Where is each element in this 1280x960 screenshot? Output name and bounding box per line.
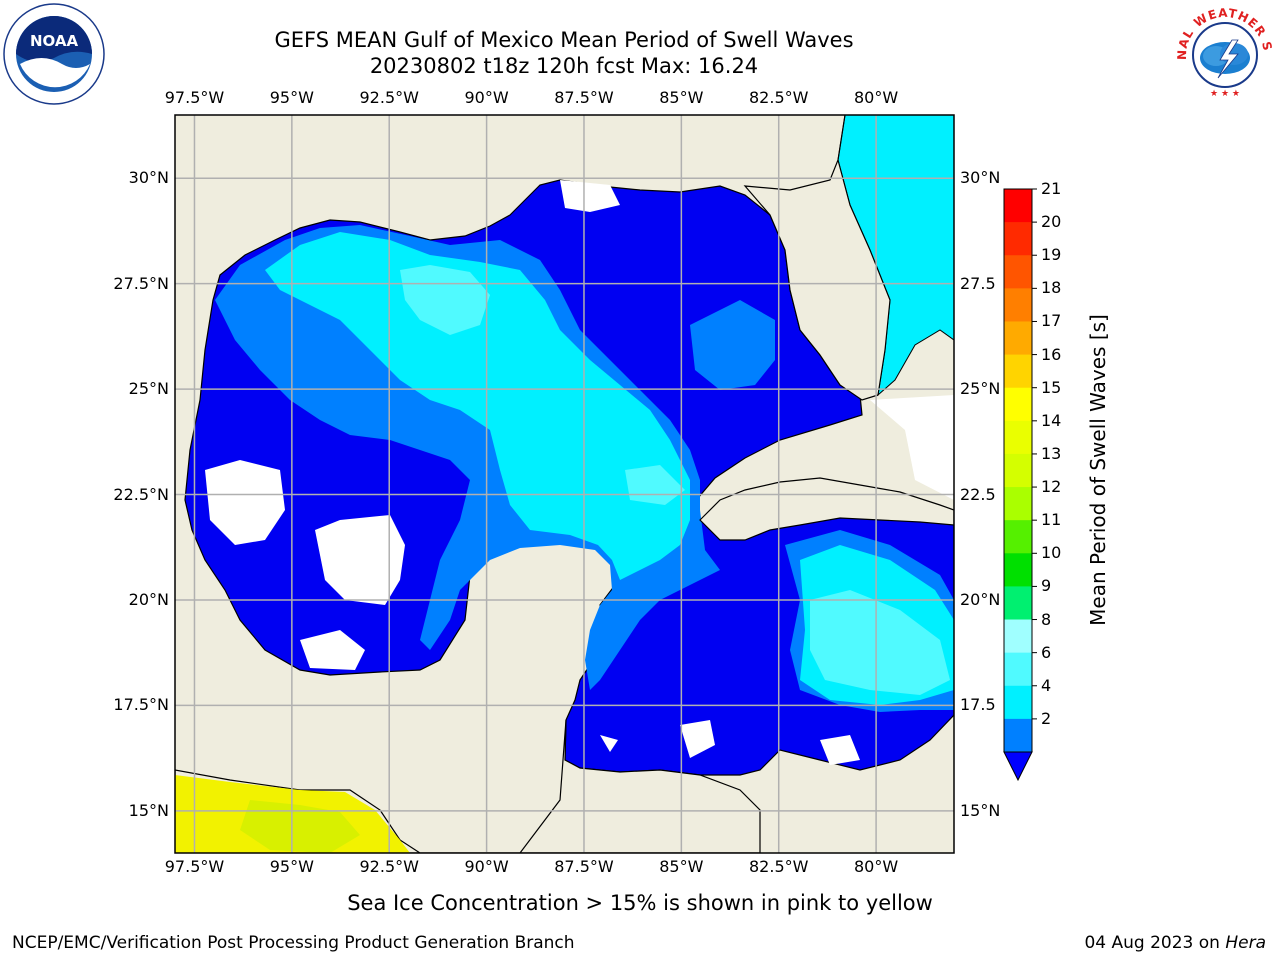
swell-4-6-east: [690, 300, 775, 390]
colorbar-label: 14: [1041, 410, 1062, 430]
colorbar-segment: [1004, 553, 1032, 587]
colorbar-segment: [1004, 420, 1032, 455]
map-frame: [174, 114, 955, 854]
lon-tick-bottom: 85°W: [659, 857, 704, 876]
colorbar-label: 19: [1041, 245, 1062, 265]
lat-tick-right: 20°N: [960, 589, 1001, 609]
colorbar-segment: [1004, 354, 1032, 389]
colorbar-label: 11: [1041, 510, 1062, 530]
footer-date: 04 Aug 2023 on Hera: [1084, 933, 1266, 953]
colorbar-extend-arrow: [1003, 751, 1033, 782]
lon-tick-top: 80°W: [854, 88, 899, 107]
lon-tick-bottom: 90°W: [464, 857, 509, 876]
colorbar-segment: [1004, 487, 1032, 521]
lat-tick-right: 15°N: [960, 800, 1001, 820]
lon-tick-bottom: 80°W: [854, 857, 899, 876]
no-data-patches: [205, 180, 954, 765]
colorbar-segment: [1004, 255, 1032, 289]
colorbar-segment: [1004, 387, 1032, 422]
lon-tick-top: 95°W: [269, 88, 314, 107]
footer-date-text: 04 Aug 2023 on: [1084, 933, 1226, 953]
colorbar-segment: [1004, 288, 1032, 322]
lon-tick-top: 82.5°W: [748, 88, 809, 107]
colorbar-label: 9: [1041, 576, 1052, 596]
colorbar-label: 2: [1041, 708, 1052, 728]
lat-tick-left: 22.5°N: [113, 484, 169, 504]
noaa-logo-icon: NOAA: [3, 3, 105, 105]
lon-tick-bottom: 97.5°W: [164, 857, 225, 876]
map-area: [175, 115, 954, 853]
colorbar-label: 18: [1041, 278, 1062, 298]
colorbar-label: 4: [1041, 675, 1052, 695]
lat-tick-left: 20°N: [128, 589, 169, 609]
lon-tick-bottom: 82.5°W: [748, 857, 809, 876]
ice-region-inner: [240, 800, 360, 853]
colorbar-segment: [1004, 652, 1032, 687]
swell-8-9: [400, 265, 490, 335]
colorbar-label: 21: [1041, 179, 1062, 198]
lat-tick-left: 25°N: [128, 379, 169, 399]
colorbar-title: Mean Period of Swell Waves [s]: [1086, 314, 1110, 626]
colorbar-label: 13: [1041, 443, 1062, 463]
lon-tick-top: 85°W: [659, 88, 704, 107]
colorbar: [1003, 188, 1037, 782]
colorbar-label: 20: [1041, 212, 1062, 232]
chart-subtitle: 20230802 t18z 120h fcst Max: 16.24: [369, 54, 759, 78]
lon-tick-top: 90°W: [464, 88, 509, 107]
colorbar-label: 15: [1041, 377, 1062, 397]
colorbar-segment: [1004, 453, 1032, 488]
lat-tick-right: 27.5: [960, 273, 996, 293]
graticule: [175, 115, 954, 853]
colorbar-segment: [1004, 718, 1032, 753]
colorbar-label: 8: [1041, 609, 1052, 629]
colorbar-segment: [1004, 685, 1032, 720]
lon-tick-bottom: 92.5°W: [359, 857, 419, 876]
lat-tick-right: 25°N: [960, 379, 1001, 399]
swell-8-9-caribbean: [810, 590, 950, 695]
lat-tick-right: 30°N: [960, 168, 1001, 188]
florida: [743, 115, 891, 401]
chart-title: GEFS MEAN Gulf of Mexico Mean Period of …: [274, 28, 854, 52]
lat-tick-left: 27.5°N: [113, 273, 169, 293]
lat-tick-left: 30°N: [128, 168, 169, 188]
colorbar-label: 12: [1041, 477, 1062, 497]
caption: Sea Ice Concentration > 15% is shown in …: [347, 891, 933, 915]
colorbar-frame: [1003, 188, 1033, 753]
footer-credit: NCEP/EMC/Verification Post Processing Pr…: [12, 933, 575, 953]
colorbar-segment: [1004, 222, 1032, 256]
colorbar-label: 17: [1041, 311, 1062, 331]
lon-tick-top: 87.5°W: [554, 88, 614, 107]
lat-tick-right: 17.5: [960, 695, 996, 715]
lon-tick-top: 97.5°W: [164, 88, 225, 107]
footer-host: Hera: [1225, 933, 1266, 953]
colorbar-label: 16: [1041, 344, 1062, 364]
lon-tick-top: 92.5°W: [359, 88, 419, 107]
lat-tick-right: 22.5: [960, 484, 996, 504]
colorbar-label: 6: [1041, 642, 1052, 662]
colorbar-segment: [1004, 189, 1032, 223]
colorbar-segment: [1004, 586, 1032, 621]
lat-tick-left: 15°N: [128, 800, 169, 820]
lat-tick-left: 17.5°N: [113, 695, 169, 715]
colorbar-label: 10: [1041, 543, 1062, 563]
colorbar-segment: [1004, 520, 1032, 554]
colorbar-segment: [1004, 321, 1032, 356]
lon-tick-bottom: 95°W: [269, 857, 314, 876]
svg-text:★ ★ ★: ★ ★ ★: [1210, 89, 1240, 99]
lon-tick-bottom: 87.5°W: [554, 857, 614, 876]
colorbar-segment: [1004, 619, 1032, 654]
nws-logo-icon: NATIONAL WEATHER SERVICE ★ ★ ★: [1172, 0, 1275, 103]
swell-4-6-west: [215, 225, 720, 690]
cuba: [699, 477, 954, 541]
noaa-logo-text: NOAA: [30, 32, 79, 50]
